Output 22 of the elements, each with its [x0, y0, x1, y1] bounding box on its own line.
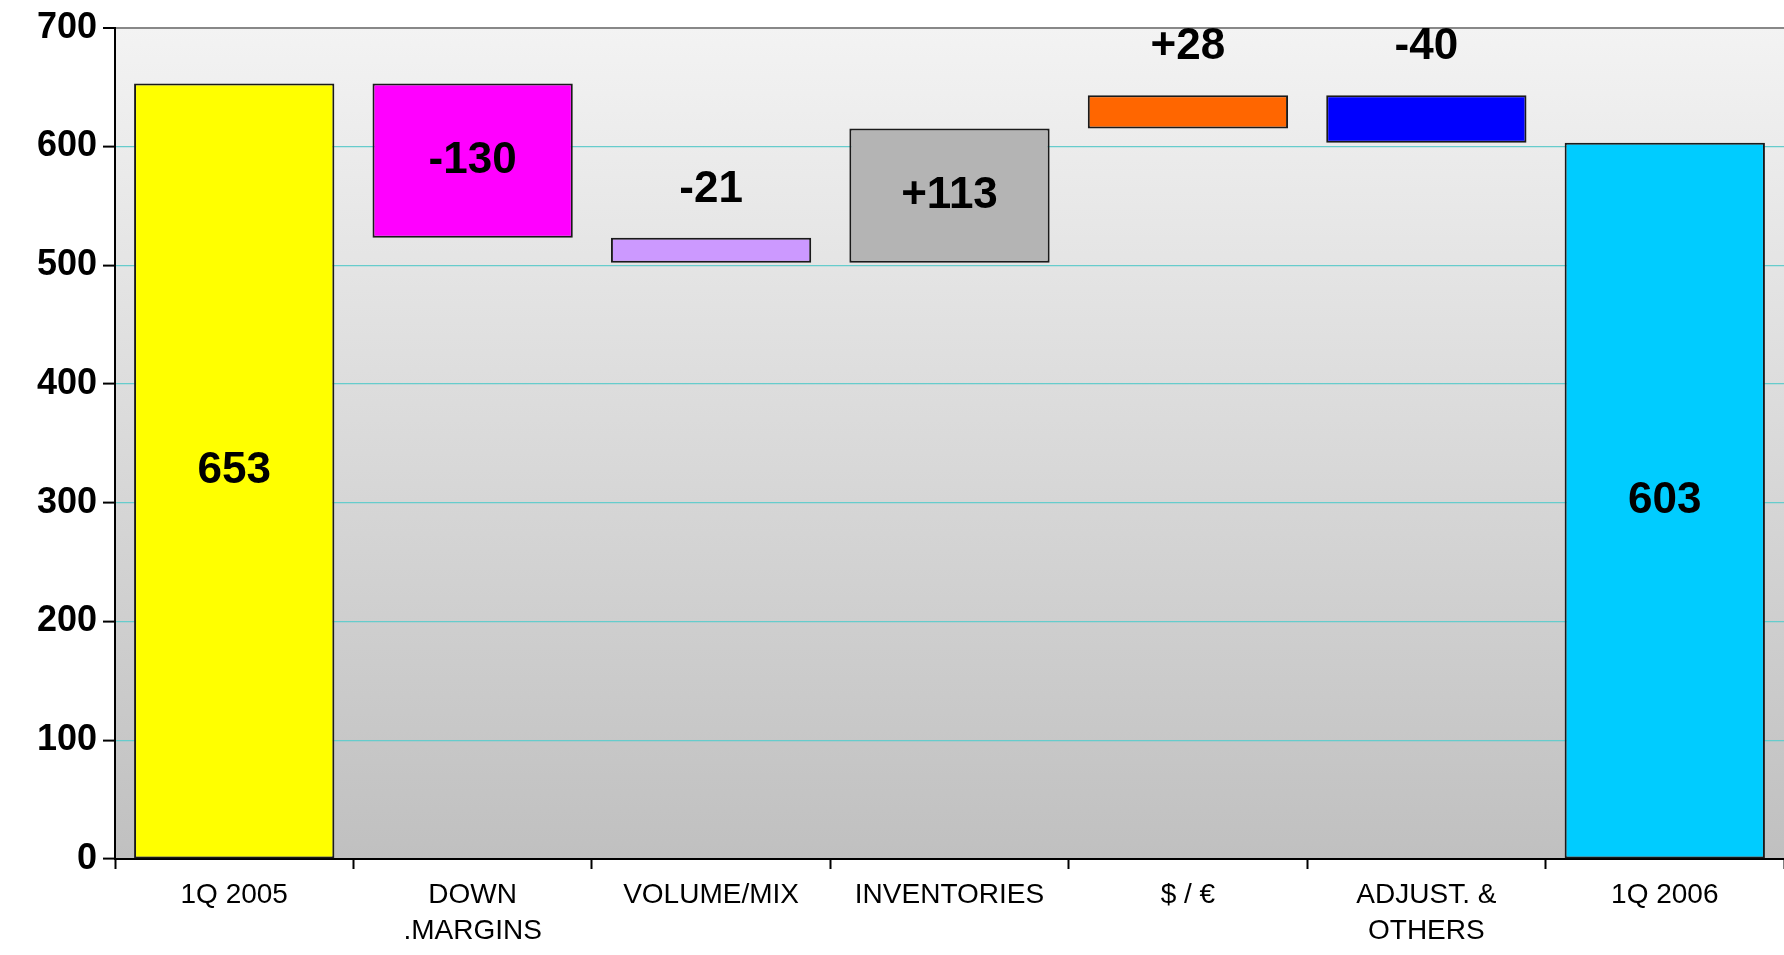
data-label: -130 — [428, 132, 517, 182]
x-tick-label: $ / € — [1160, 877, 1216, 909]
y-tick-label: 100 — [36, 717, 97, 759]
y-tick-label: 700 — [36, 4, 97, 46]
y-tick-label: 400 — [36, 360, 97, 402]
x-tick-label: INVENTORIES — [854, 877, 1045, 909]
data-label: 653 — [197, 443, 271, 493]
y-tick-label: 0 — [76, 835, 97, 877]
data-label: -21 — [679, 161, 743, 211]
data-label: -40 — [1394, 19, 1459, 69]
data-label: +113 — [901, 167, 998, 217]
data-label: 603 — [1628, 472, 1702, 522]
x-tick-label: VOLUME/MIX — [623, 877, 800, 909]
y-tick-label: 600 — [36, 123, 97, 165]
y-tick-label: 200 — [36, 598, 97, 640]
x-tick-label: 1Q 2006 — [1611, 877, 1719, 909]
y-tick-label: 300 — [36, 479, 97, 521]
x-tick-label: ADJUST. & OTHERS — [1356, 877, 1497, 946]
data-label: +28 — [1150, 19, 1226, 69]
y-tick-label: 500 — [36, 242, 97, 284]
x-tick-label: DOWN .MARGINS — [403, 877, 542, 946]
x-tick-label: 1Q 2005 — [180, 877, 288, 909]
